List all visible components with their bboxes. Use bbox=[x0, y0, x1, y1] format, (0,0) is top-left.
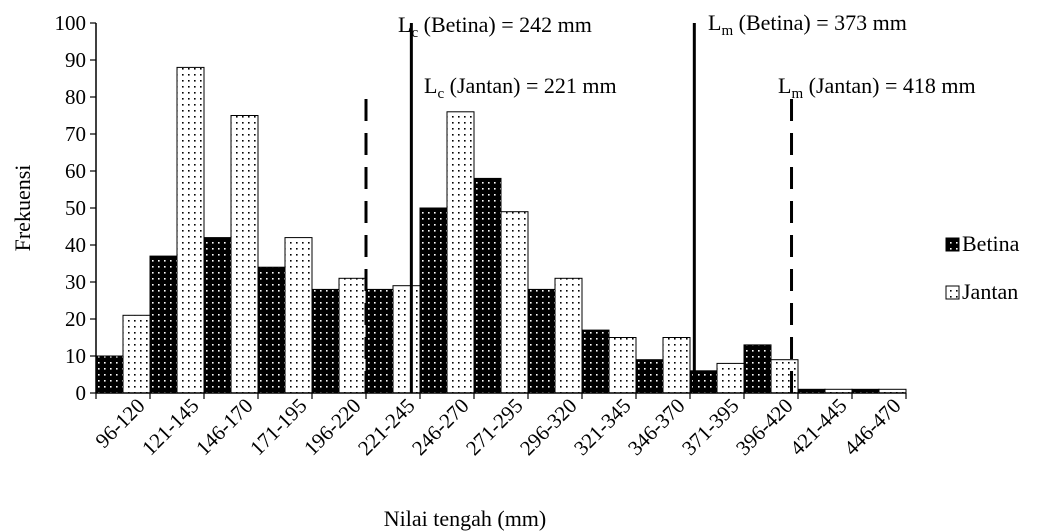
x-tick-label: 271-295 bbox=[461, 394, 527, 460]
reference-line-label: Lm (Betina) = 373 mm bbox=[708, 10, 907, 39]
bar-betina bbox=[635, 359, 664, 394]
x-tick-label: 196-220 bbox=[299, 394, 365, 460]
bar-jantan bbox=[338, 277, 367, 394]
bar-jantan bbox=[392, 285, 421, 394]
y-tick-label: 60 bbox=[65, 159, 86, 183]
bar-betina bbox=[203, 237, 232, 394]
y-tick-label: 50 bbox=[65, 196, 86, 220]
bar-betina bbox=[743, 344, 772, 394]
bar-betina bbox=[473, 177, 502, 394]
bar-jantan bbox=[230, 115, 259, 394]
y-tick-label: 40 bbox=[65, 233, 86, 257]
bar-betina bbox=[581, 329, 610, 394]
legend-label-jantan: Jantan bbox=[962, 279, 1018, 304]
bars-group bbox=[95, 66, 907, 394]
x-tick-label: 446-470 bbox=[839, 394, 905, 460]
x-tick-label: 221-245 bbox=[353, 394, 419, 460]
bar-jantan bbox=[770, 359, 799, 394]
bar-betina bbox=[95, 355, 124, 394]
x-tick-label: 396-420 bbox=[731, 394, 797, 460]
x-axis-title: Nilai tengah (mm) bbox=[384, 506, 547, 531]
x-tick-label: 296-320 bbox=[515, 394, 581, 460]
y-tick-label: 70 bbox=[65, 122, 86, 146]
reference-lines-group bbox=[364, 23, 794, 393]
bar-betina bbox=[365, 288, 394, 394]
y-axis-title: Frekuensi bbox=[10, 165, 35, 252]
bar-jantan bbox=[284, 237, 313, 394]
y-tick-label: 100 bbox=[55, 11, 87, 35]
y-tick-label: 10 bbox=[65, 344, 86, 368]
y-tick-label: 90 bbox=[65, 48, 86, 72]
y-tick-label: 30 bbox=[65, 270, 86, 294]
x-tick-label: 146-170 bbox=[191, 394, 257, 460]
x-tick-label: 246-270 bbox=[407, 394, 473, 460]
legend-label-betina: Betina bbox=[962, 231, 1020, 256]
x-tick-label: 171-195 bbox=[245, 394, 311, 460]
y-ticks-group: 0 10 20 30 40 50 60 70 80 90 100 bbox=[55, 11, 96, 405]
bar-jantan bbox=[554, 277, 583, 394]
x-tick-label: 346-370 bbox=[623, 394, 689, 460]
legend: Betina Jantan bbox=[945, 231, 1020, 304]
reference-line-label: Lc (Betina) = 242 mm bbox=[398, 12, 592, 41]
x-ticks-group: 96-120121-145146-170171-195196-220221-24… bbox=[90, 393, 907, 460]
bar-betina bbox=[419, 207, 448, 394]
bar-jantan bbox=[176, 66, 205, 394]
legend-swatch-betina bbox=[945, 237, 960, 252]
bar-jantan bbox=[716, 362, 745, 394]
reference-line-label: Lm (Jantan) = 418 mm bbox=[778, 73, 976, 102]
x-tick-label: 421-445 bbox=[785, 394, 851, 460]
bar-jantan bbox=[608, 337, 637, 394]
y-tick-label: 20 bbox=[65, 307, 86, 331]
bar-betina bbox=[149, 255, 178, 394]
x-tick-label: 321-345 bbox=[569, 394, 635, 460]
bar-betina bbox=[527, 288, 556, 394]
bar-betina bbox=[311, 288, 340, 394]
bar-jantan bbox=[662, 337, 691, 394]
annotation-labels-group: Lc (Betina) = 242 mm Lc (Jantan) = 221 mm… bbox=[398, 10, 976, 102]
x-tick-label: 371-395 bbox=[677, 394, 743, 460]
y-tick-label: 80 bbox=[65, 85, 86, 109]
bar-betina bbox=[257, 266, 286, 394]
legend-swatch-jantan bbox=[945, 285, 960, 300]
bar-jantan bbox=[500, 211, 529, 394]
y-tick-label: 0 bbox=[76, 381, 87, 405]
reference-line-label: Lc (Jantan) = 221 mm bbox=[424, 73, 617, 102]
bar-jantan bbox=[122, 314, 151, 394]
bar-jantan bbox=[446, 111, 475, 394]
x-tick-label: 121-145 bbox=[137, 394, 203, 460]
